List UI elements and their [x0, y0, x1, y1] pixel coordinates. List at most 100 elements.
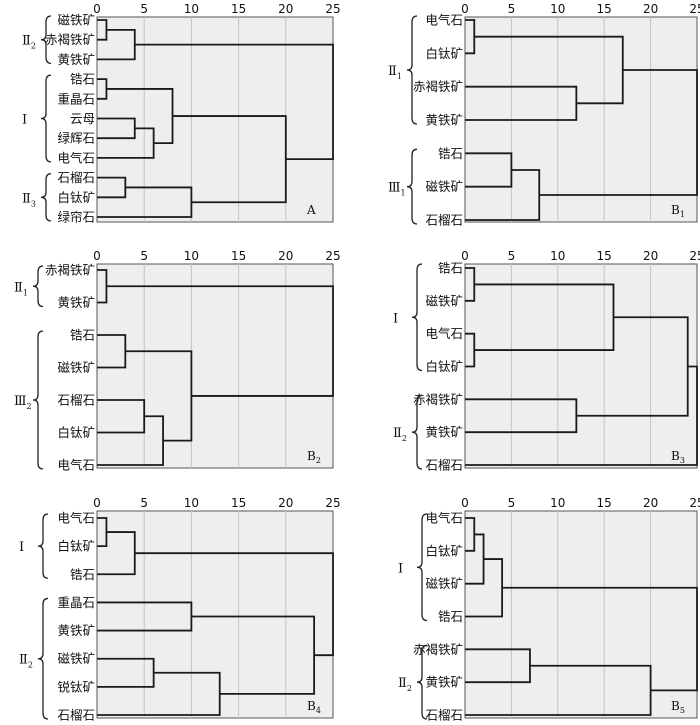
group-brace — [32, 330, 44, 470]
leaf-label: 黄铁矿 — [57, 623, 95, 638]
group-numeral: Ⅱ — [14, 280, 23, 295]
panel-0: 0 5 10 15 20 25 磁铁矿赤褐铁矿黄铁矿锆石重晶石云母绿辉石电气石石榴石白钛矿绿… — [22, 2, 341, 225]
group-subscript: 1 — [23, 288, 28, 297]
group-label: Ⅱ2 — [22, 34, 36, 51]
group-brace — [411, 394, 423, 470]
tick-label: 25 — [689, 2, 700, 16]
tick-label: 25 — [689, 496, 700, 510]
dendrogram-link — [134, 552, 334, 657]
leaf-label: 白钛矿 — [425, 46, 463, 61]
group-numeral: Ⅲ — [14, 394, 27, 409]
tick-label: 20 — [278, 496, 293, 510]
tick-label: 5 — [140, 496, 148, 510]
tick-label: 25 — [325, 2, 340, 16]
leaf-label: 锆石 — [70, 567, 95, 582]
group-brace — [37, 597, 49, 720]
leaf-label: 重晶石 — [57, 91, 95, 106]
plot-area — [96, 510, 334, 719]
tick-label: 5 — [140, 249, 148, 263]
plot-area — [96, 16, 334, 223]
group-numeral: Ⅲ — [388, 181, 401, 196]
leaf-label: 白钛矿 — [57, 425, 95, 440]
group-subscript: 1 — [401, 189, 406, 198]
panel-subscript: 1 — [680, 210, 685, 219]
panel-letter: B — [671, 699, 680, 713]
tick-label: 25 — [325, 496, 340, 510]
group-brace — [416, 513, 428, 622]
group-brace — [37, 513, 49, 579]
tick-label: 15 — [231, 2, 246, 16]
panel-subscript: 2 — [316, 456, 321, 465]
tick-label: 5 — [508, 2, 516, 16]
group-brace — [411, 263, 423, 372]
group-numeral: Ⅰ — [19, 540, 24, 555]
leaf-label: 黄铁矿 — [57, 295, 95, 310]
group-brace — [416, 644, 428, 720]
panel-letter: B — [307, 699, 316, 713]
leaf-label: 电气石 — [425, 326, 463, 341]
tick-label: 5 — [140, 2, 148, 16]
leaf-label: 磁铁矿 — [425, 293, 463, 308]
group-label: Ⅱ2 — [393, 426, 407, 443]
tick-label: 20 — [278, 249, 293, 263]
tick-label: 15 — [597, 2, 612, 16]
tick-label: 15 — [597, 496, 612, 510]
leaf-label: 赤褐铁矿 — [413, 79, 463, 94]
panel-subscript: 3 — [680, 456, 685, 465]
group-brace — [32, 265, 44, 308]
leaf-label: 电气石 — [425, 511, 463, 526]
leaf-label: 赤褐铁矿 — [45, 263, 95, 278]
leaf-label: 电气石 — [425, 13, 463, 28]
leaf-label: 磁铁矿 — [57, 651, 95, 666]
group-numeral: Ⅱ — [388, 64, 397, 79]
leaf-label: 赤褐铁矿 — [413, 392, 463, 407]
panel-letter: B — [671, 449, 680, 463]
group-label: Ⅱ1 — [14, 280, 28, 297]
group-label: Ⅱ1 — [388, 64, 402, 81]
group-brace — [406, 148, 418, 225]
leaf-label: 锆石 — [438, 261, 463, 276]
leaf-label: 磁铁矿 — [425, 179, 463, 194]
leaf-label: 赤褐铁矿 — [413, 642, 463, 657]
panel-1: 0510152025电气石白钛矿赤褐铁矿黄铁矿锆石磁铁矿石榴石Ⅱ1Ⅲ1B1 — [388, 2, 700, 228]
group-brace — [40, 74, 52, 163]
leaf-label: 云母 — [70, 111, 95, 126]
tick-label: 0 — [461, 2, 469, 16]
tick-label: 10 — [184, 496, 199, 510]
group-label: Ⅲ1 — [388, 181, 406, 198]
tick-label: 20 — [278, 2, 293, 16]
panel-letter: B — [671, 203, 680, 217]
panel-subscript: 5 — [680, 706, 685, 715]
dendrogram-link — [502, 586, 698, 692]
leaf-label: 黄铁矿 — [425, 113, 463, 128]
leaf-label: 电气石 — [57, 150, 95, 165]
group-subscript: 2 — [31, 42, 36, 51]
panel-5: 0510152025电气石白钛矿磁铁矿锆石赤褐铁矿黄铁矿石榴石ⅠⅡ2B5 — [398, 496, 700, 723]
tick-label: 10 — [550, 249, 565, 263]
group-numeral: Ⅱ — [22, 191, 31, 206]
group-numeral: Ⅱ — [22, 34, 31, 49]
tick-label: 25 — [689, 249, 700, 263]
group-brace — [40, 172, 52, 222]
tick-label: 20 — [643, 249, 658, 263]
tick-label: 0 — [93, 496, 101, 510]
leaf-label: 白钛矿 — [57, 190, 95, 205]
plot-area — [464, 263, 698, 469]
leaf-label: 石榴石 — [57, 708, 95, 723]
tick-label: 15 — [231, 496, 246, 510]
group-brace — [40, 15, 52, 65]
panel-label: B4 — [307, 699, 321, 715]
group-label: Ⅲ2 — [14, 394, 32, 411]
tick-label: 0 — [93, 249, 101, 263]
leaf-label: 磁铁矿 — [57, 360, 95, 375]
group-numeral: Ⅱ — [19, 653, 28, 668]
leaf-label: 黄铁矿 — [425, 675, 463, 690]
tick-label: 0 — [461, 249, 469, 263]
panel-letter: A — [306, 203, 316, 217]
leaf-label: 锆石 — [438, 609, 463, 624]
leaf-label: 白钛矿 — [425, 359, 463, 374]
group-numeral: Ⅱ — [398, 676, 407, 691]
